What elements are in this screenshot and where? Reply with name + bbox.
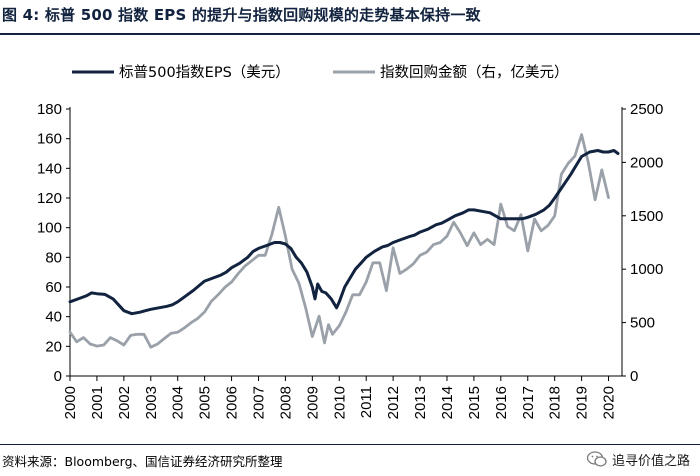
x-tick-label: 2012 [385,386,402,419]
y-left-tick-label: 100 [37,220,62,237]
x-tick-label: 2014 [439,386,456,419]
y-right-tick-label: 1500 [630,208,663,225]
y-right-tick-label: 2000 [630,154,663,171]
watermark: 追寻价值之路 [586,444,690,474]
x-tick-label: 2009 [304,386,321,419]
series-line-buyback [68,133,610,349]
axes: 0 20 40 60 80 100 120 140 160 180 0 500 1000 1500 2000… [37,101,663,419]
x-tick-label: 2011 [358,386,375,418]
legend: 标普500指数EPS（美元） 指数回购金额（右，亿美元） [72,64,569,81]
x-tick-label: 2001 [89,386,106,419]
y-left-tick-label: 160 [37,131,62,148]
x-tick-label: 2002 [116,386,133,419]
y-left-tick-label: 20 [45,338,62,355]
x-tick-label: 2016 [493,386,510,419]
y-left-tick-label: 60 [45,279,62,296]
x-tick-label: 2006 [224,386,241,419]
figure-title: 图 4: 标普 500 指数 EPS 的提升与指数回购规模的走势基本保持一致 [2,6,481,24]
x-tick-label: 2018 [547,386,564,419]
x-tick-label: 2007 [250,386,267,419]
x-tick-label: 2013 [412,386,429,419]
x-tick-label: 2017 [520,386,537,419]
x-tick-label: 2019 [574,386,591,419]
y-right-tick-label: 500 [630,315,655,332]
x-tick-label: 2015 [466,386,483,419]
y-left-tick-label: 180 [37,101,62,118]
chart-canvas: 标普500指数EPS（美元） 指数回购金额（右，亿美元） 0 20 40 60 80 10… [37,64,663,419]
x-tick-label: 2004 [170,386,187,419]
y-right-tick-label: 0 [630,368,638,385]
wechat-icon [586,450,607,467]
series-line-eps [68,149,620,316]
source-note: 资料来源：Bloomberg、国信证券经济研究所整理 [2,454,283,469]
plot-area [68,133,620,349]
x-tick-label: 2020 [601,386,618,419]
y-left-tick-label: 40 [45,309,62,326]
y-left-tick-label: 120 [37,190,62,207]
x-tick-label: 2010 [331,386,348,419]
legend-label-eps: 标普500指数EPS（美元） [119,64,290,81]
y-left-tick-label: 0 [54,368,62,385]
x-tick-label: 2008 [277,386,294,419]
y-left-tick-label: 140 [37,160,62,177]
x-tick-label: 2005 [197,386,214,419]
y-left-tick-label: 80 [45,249,62,266]
y-right-tick-label: 1000 [630,261,663,278]
footer-rule [0,444,700,445]
watermark-text: 追寻价值之路 [611,453,690,469]
x-tick-label: 2000 [62,386,79,419]
x-tick-label: 2003 [143,386,160,419]
legend-label-buyback: 指数回购金额（右，亿美元） [380,64,569,81]
y-right-tick-label: 2500 [630,101,663,118]
title-rule [0,33,700,35]
